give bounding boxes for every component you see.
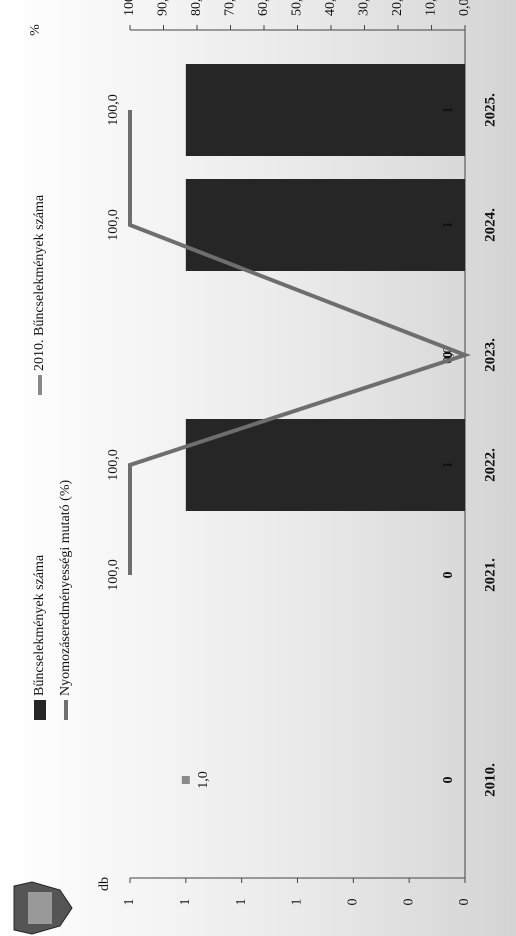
bar xyxy=(185,419,465,511)
legend-label: 2010. Bűncselekmények száma xyxy=(32,194,47,371)
bar-value-label: 0 xyxy=(441,572,456,579)
y-tick-label: 1 xyxy=(122,899,137,906)
x-tick-label: 2023. xyxy=(482,338,498,372)
y2-axis-title: % xyxy=(28,24,43,36)
y2-tick-label: 90,0 xyxy=(156,0,171,16)
bar-value-label: 1 xyxy=(441,107,456,114)
point xyxy=(181,776,190,784)
legend-swatch xyxy=(34,700,46,720)
y2-tick-label: 80,0 xyxy=(189,0,204,16)
bar-value-label: 0 xyxy=(441,352,456,359)
y-axis-title: db xyxy=(97,877,112,891)
x-tick-label: 2022. xyxy=(482,448,498,482)
plot: db % 00011110,010,020,030,040,050,060,07… xyxy=(13,0,498,935)
y-tick-label: 1 xyxy=(290,899,305,906)
y2-tick-label: 60,0 xyxy=(256,0,271,16)
y-tick-label: 0 xyxy=(457,899,472,906)
y2-tick-label: 20,0 xyxy=(390,0,405,16)
bar-value-label: 0 xyxy=(441,777,456,784)
line-value-label: 100,0 xyxy=(106,94,121,126)
bar xyxy=(185,64,465,156)
bar-value-label: 1 xyxy=(441,462,456,469)
legend-label: Nyomozáseredményességi mutató (%) xyxy=(58,480,73,696)
y2-tick-label: 40,0 xyxy=(323,0,338,16)
y2-tick-label: 70,0 xyxy=(223,0,238,16)
y-tick-label: 1 xyxy=(178,899,193,906)
y2-tick-label: 30,0 xyxy=(357,0,372,16)
y2-tick-label: 100,0 xyxy=(122,0,137,16)
x-tick-label: 2010. xyxy=(482,763,498,797)
line-value-label: 100,0 xyxy=(106,209,121,241)
x-tick-label: 2025. xyxy=(482,93,498,127)
y-tick-label: 0 xyxy=(401,899,416,906)
y-tick-label: 1 xyxy=(234,899,249,906)
y2-tick-label: 0,0 xyxy=(457,0,472,16)
legend-label: Bűncselekmények száma xyxy=(32,554,47,696)
line xyxy=(128,110,471,575)
bar-value-label: 1 xyxy=(441,222,456,229)
logo xyxy=(13,881,73,935)
y2-tick-label: 10,0 xyxy=(424,0,439,16)
y-tick-label: 0 xyxy=(346,899,361,906)
x-tick-label: 2024. xyxy=(482,208,498,242)
logo-inner xyxy=(28,892,52,924)
point-value-label: 1,0 xyxy=(196,771,211,789)
bar xyxy=(185,179,465,271)
line-value-label: 100,0 xyxy=(106,449,121,481)
y2-tick-label: 50,0 xyxy=(290,0,305,16)
line-value-label: 100,0 xyxy=(106,559,121,591)
x-tick-label: 2021. xyxy=(482,558,498,592)
